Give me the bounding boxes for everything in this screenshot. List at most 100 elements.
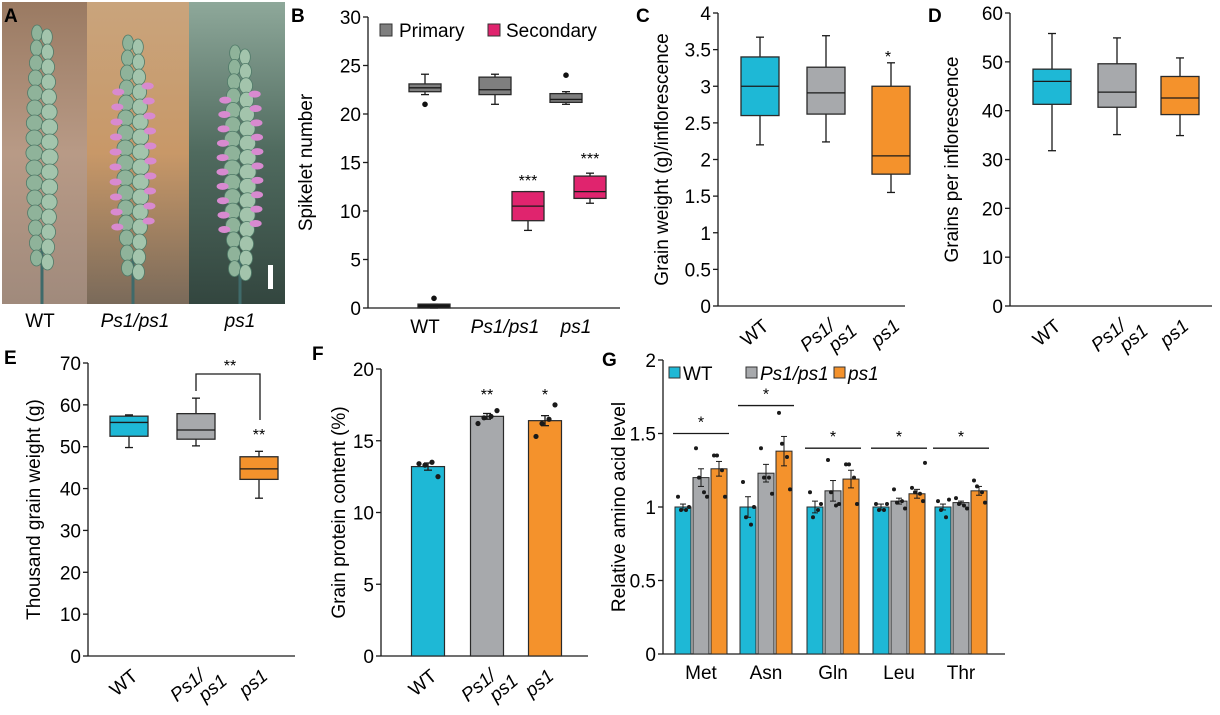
panel-d: 0 10 20 30 40 50 60 Grains per inflorescence D WT…	[928, 4, 1212, 357]
spikelet	[41, 43, 54, 61]
spikelet	[40, 103, 58, 121]
x-tick-label: Ps1/ps1	[458, 657, 523, 715]
data-point	[826, 457, 830, 462]
y-tick-label: 25	[340, 57, 361, 78]
panel-e: 0 10 20 30 40 50 60 70 Thousand grain weight (g)…	[4, 348, 295, 707]
secondary-spikelet	[143, 112, 156, 120]
secondary-spikelet	[250, 119, 263, 127]
spikelet	[31, 24, 43, 42]
secondary-spikelet	[250, 205, 263, 213]
panel-letter-d: D	[928, 6, 942, 27]
significance-label: **	[481, 387, 493, 404]
y-tick-label: 70	[60, 354, 81, 375]
y-tick-label: 10	[340, 202, 361, 223]
panel-b: 0 5 10 15 20 25 30 Spikelet number B WT Ps1/ps1 ps1…	[291, 6, 620, 338]
spikelet	[26, 189, 44, 207]
panel-letter-a: A	[4, 6, 18, 27]
data-point	[892, 487, 896, 492]
secondary-spikelet	[109, 178, 122, 186]
data-point	[705, 494, 709, 499]
spikelet	[29, 54, 43, 72]
spikelet	[132, 53, 145, 71]
data-point	[885, 502, 889, 507]
data-point	[983, 500, 987, 505]
secondary-spikelet	[216, 139, 229, 147]
bar-ps1-ps1	[469, 415, 505, 657]
box-ps1-ps1	[806, 35, 846, 143]
data-point	[694, 446, 698, 451]
y-tick-label: 2.5	[685, 114, 711, 135]
secondary-spikelet	[109, 148, 122, 156]
secondary-spikelet	[218, 111, 231, 118]
y-tick-label: 2	[700, 151, 711, 172]
y-tick-label: 30	[982, 151, 1003, 172]
data-point	[780, 441, 784, 446]
secondary-spikelet	[144, 157, 157, 165]
spikelet	[40, 133, 59, 151]
y-tick-label: 1	[700, 224, 711, 245]
significance-label: ***	[581, 151, 600, 168]
y-tick-label: 60	[60, 396, 81, 417]
x-tick-label: Asn	[750, 663, 783, 684]
box-iqr	[806, 66, 846, 115]
spikelet	[40, 88, 57, 106]
secondary-spikelet	[251, 191, 264, 199]
secondary-spikelet	[251, 148, 264, 156]
spikelet	[132, 38, 144, 56]
data-point	[975, 484, 979, 489]
data-point	[422, 462, 428, 468]
bar-leu-ps1-ps1	[890, 500, 908, 655]
secondary-spikelet	[111, 103, 124, 111]
data-point	[702, 490, 706, 495]
spikelet	[239, 62, 252, 80]
x-tick-label: Gln	[818, 663, 848, 684]
spikelet	[120, 64, 134, 82]
data-point	[918, 491, 922, 496]
y-axis-title: Thousand grain weight (g)	[24, 399, 45, 620]
secondary-spikelet	[218, 226, 231, 233]
y-tick-label: 10	[982, 248, 1003, 269]
bar-met-ps1-ps1	[692, 477, 710, 655]
y-tick-label: 10	[60, 605, 81, 626]
data-point	[921, 499, 925, 504]
spikelet	[41, 28, 53, 46]
spikelet	[25, 129, 44, 147]
spikelet	[120, 244, 134, 262]
y-tick-label: 40	[982, 102, 1003, 123]
box-ps1-ps1	[1097, 37, 1137, 136]
secondary-spikelet	[219, 96, 232, 104]
spikelet	[25, 114, 44, 132]
x-tick-label: WT	[737, 315, 773, 350]
y-tick-label: 20	[60, 563, 81, 584]
x-tick-label: WT	[106, 665, 142, 700]
data-point	[533, 433, 539, 440]
secondary-spikelet	[110, 208, 123, 216]
data-point	[965, 506, 969, 511]
spikelet	[40, 163, 59, 181]
bar-met-wt	[674, 506, 692, 655]
legend-swatch-primary	[379, 23, 393, 37]
x-tick-label: ps1	[520, 666, 558, 702]
spikelet	[121, 49, 134, 67]
x-tick-label: Thr	[947, 663, 976, 684]
photo-label-wt: WT	[25, 311, 55, 332]
y-tick-label: 15	[353, 432, 374, 453]
data-point	[429, 459, 435, 465]
secondary-spikelet	[109, 133, 122, 141]
data-point	[816, 507, 820, 512]
panel-letter-e: E	[4, 348, 17, 369]
secondary-spikelet	[109, 163, 122, 171]
data-point	[913, 490, 917, 495]
bar-wt	[410, 465, 446, 657]
secondary-spikelet	[142, 97, 155, 105]
spikelet	[26, 99, 44, 117]
box-secondary-ps1	[573, 172, 607, 204]
x-tick-label: ps1	[560, 317, 592, 338]
data-point	[715, 453, 719, 458]
significance-label: **	[224, 358, 236, 375]
box-iqr	[1160, 75, 1200, 116]
y-tick-label: 1.5	[630, 425, 656, 446]
y-tick-label: 0	[645, 645, 656, 666]
secondary-spikelet	[142, 217, 155, 225]
